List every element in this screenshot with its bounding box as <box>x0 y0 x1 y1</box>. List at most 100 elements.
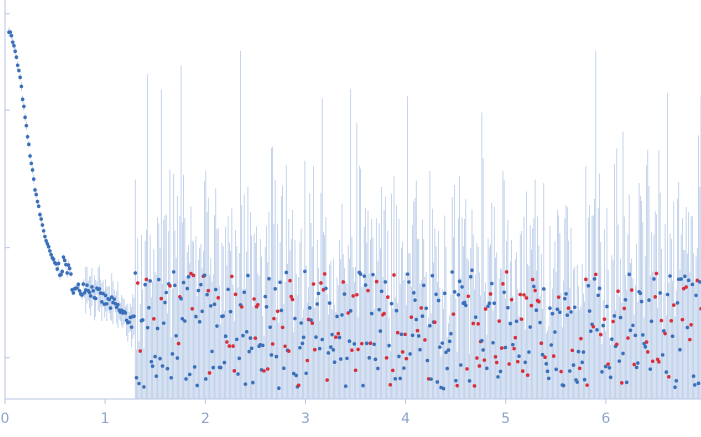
negative-data-point <box>350 348 354 352</box>
data-point <box>693 383 697 387</box>
data-point <box>85 283 89 287</box>
data-point <box>582 377 587 382</box>
negative-data-point <box>386 295 390 299</box>
data-point <box>314 335 318 339</box>
data-point <box>345 356 349 361</box>
data-point <box>263 294 268 299</box>
data-point <box>691 374 696 378</box>
negative-data-point <box>206 288 211 293</box>
negative-data-point <box>482 358 487 362</box>
data-point <box>429 377 433 381</box>
data-point <box>81 282 86 286</box>
data-point <box>223 334 228 339</box>
data-point <box>60 269 65 274</box>
data-point <box>371 272 375 277</box>
negative-data-point <box>471 321 476 326</box>
data-point <box>150 364 155 368</box>
negative-data-point <box>650 359 655 364</box>
data-point <box>446 348 451 352</box>
data-point <box>679 277 683 281</box>
data-point <box>77 288 82 293</box>
data-point <box>454 378 458 383</box>
negative-data-point <box>360 341 364 346</box>
data-point <box>116 302 120 307</box>
data-point <box>212 302 217 307</box>
data-point <box>18 75 22 80</box>
data-point <box>153 354 157 359</box>
data-point <box>39 217 43 221</box>
data-point <box>648 367 653 371</box>
data-point <box>447 339 452 344</box>
data-point <box>424 306 428 311</box>
data-point <box>624 380 629 385</box>
negative-data-point <box>515 359 520 364</box>
data-point <box>19 84 24 89</box>
data-point <box>686 278 691 283</box>
data-point <box>517 354 521 359</box>
data-point <box>563 296 567 301</box>
negative-data-point <box>311 282 316 286</box>
data-point <box>274 354 279 359</box>
data-point <box>105 302 109 306</box>
data-point <box>9 33 14 38</box>
negative-data-point <box>283 344 287 349</box>
x-tick-label: 0 <box>1 411 10 427</box>
x-tick-label: 4 <box>401 411 410 427</box>
data-point <box>546 376 551 381</box>
data-point <box>330 332 334 337</box>
negative-data-point <box>390 368 395 373</box>
data-point <box>173 283 177 288</box>
data-point <box>445 366 450 371</box>
negative-data-point <box>233 292 238 297</box>
data-point <box>372 342 376 347</box>
data-point <box>33 188 37 192</box>
data-point <box>269 353 274 357</box>
negative-data-point <box>602 317 607 321</box>
data-point <box>607 365 612 370</box>
data-point <box>75 286 79 290</box>
negative-data-point <box>353 368 358 373</box>
negative-data-point <box>280 325 285 330</box>
data-point <box>174 333 178 338</box>
data-point <box>694 293 698 298</box>
negative-data-point <box>530 277 535 282</box>
negative-data-point <box>519 317 524 321</box>
negative-data-point <box>680 317 685 322</box>
data-point <box>633 333 638 338</box>
data-point <box>412 290 416 295</box>
negative-data-point <box>529 303 534 308</box>
data-point <box>660 353 665 357</box>
error-bars <box>8 27 701 399</box>
data-point <box>103 293 108 298</box>
data-point <box>340 313 344 317</box>
data-point <box>246 273 250 278</box>
data-point <box>628 328 633 333</box>
negative-data-point <box>388 382 393 387</box>
negative-data-point <box>190 306 195 311</box>
data-point <box>418 347 422 352</box>
negative-data-point <box>289 294 294 299</box>
data-point <box>182 319 187 323</box>
data-point <box>82 291 87 295</box>
data-point <box>541 287 546 291</box>
data-point <box>532 284 536 289</box>
data-point <box>48 249 52 253</box>
data-point <box>416 334 421 338</box>
data-point <box>480 338 484 343</box>
data-point <box>76 282 81 287</box>
data-point <box>674 378 679 383</box>
data-point <box>413 298 417 302</box>
data-point <box>420 314 425 319</box>
data-point <box>670 334 675 339</box>
data-point <box>440 341 445 345</box>
negative-data-point <box>312 347 317 352</box>
negative-data-point <box>288 278 292 283</box>
data-point <box>222 360 227 365</box>
negative-data-point <box>322 272 327 276</box>
data-point <box>575 380 580 384</box>
data-point <box>149 359 154 364</box>
data-point <box>564 292 568 296</box>
data-point <box>587 309 592 313</box>
negative-data-point <box>626 336 630 340</box>
